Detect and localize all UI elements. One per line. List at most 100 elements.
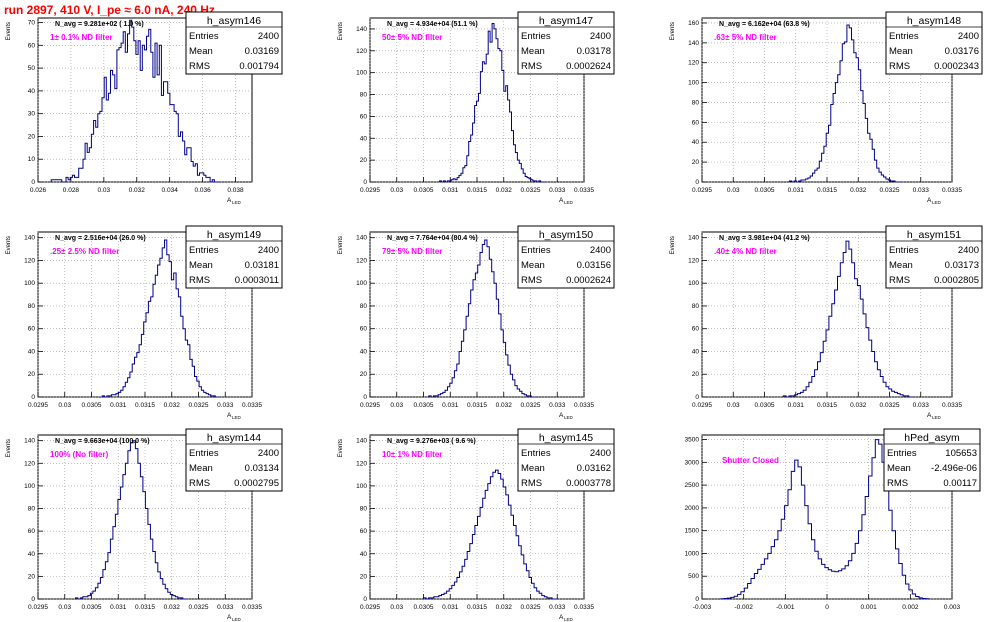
y-tick-label: 120: [24, 257, 35, 264]
stats-value-rms: 0.0002624: [566, 275, 611, 286]
stats-value-rms: 0.0002343: [934, 61, 979, 72]
stats-key-rms: RMS: [189, 61, 210, 72]
x-tick-label: 0.0315: [135, 402, 155, 409]
stats-key-mean: Mean: [521, 463, 545, 474]
y-axis-title: Events: [338, 22, 344, 40]
filter-label: Shutter Closed: [722, 456, 779, 465]
stats-histogram-name: h_asym144: [207, 432, 261, 444]
x-tick-label: 0.002: [902, 604, 919, 611]
stats-key-mean: Mean: [889, 260, 913, 271]
x-tick-label: 0.03: [390, 187, 403, 194]
x-tick-label: 0.032: [129, 187, 146, 194]
histogram-panel-h_asym144: 0.0295 0.03 0.0305 0.031 0.0315 0.032 0.0325 0.…: [6, 428, 283, 622]
x-tick-label: 0.0315: [467, 187, 487, 194]
stats-key-rms: RMS: [521, 478, 542, 489]
y-tick-label: 100: [356, 280, 367, 287]
y-tick-label: 120: [356, 257, 367, 264]
y-axis-title: Events: [6, 236, 12, 254]
y-tick-label: 120: [688, 60, 699, 67]
y-tick-label: 3000: [685, 459, 700, 466]
y-tick-label: 140: [24, 235, 35, 242]
histogram-series: [101, 239, 220, 398]
stats-key-rms: RMS: [521, 61, 542, 72]
run-title: run 2897, 410 V, I_pe ≈ 6.0 nA, 240 Hz: [4, 3, 215, 17]
y-tick-label: 1000: [685, 550, 700, 557]
stats-box: [517, 11, 615, 75]
y-tick-label: 100: [688, 80, 699, 87]
x-axis-title: A: [559, 412, 564, 419]
x-tick-label: 0.0325: [189, 402, 209, 409]
y-axis-title: Events: [6, 22, 12, 40]
stats-value-mean: 0.03162: [577, 463, 611, 474]
y-tick-label: 60: [360, 113, 368, 120]
navg-label: N_avg = 2.516e+04 (26.0 %): [55, 235, 146, 242]
x-tick-label: 0.028: [63, 187, 80, 194]
stats-histogram-name: h_asym145: [539, 432, 593, 444]
y-tick-label: 80: [692, 99, 700, 106]
x-tick-label: 0.032: [496, 187, 513, 194]
x-tick-label: 0.0335: [574, 604, 594, 611]
stats-value-mean: 0.03176: [945, 46, 979, 57]
y-tick-label: 0: [363, 179, 367, 186]
stats-box: [185, 11, 283, 75]
stats-value-entries: 2400: [958, 245, 979, 256]
stats-key-entries: Entries: [521, 448, 551, 459]
x-tick-label: 0.0295: [360, 604, 380, 611]
stats-histogram-name: h_asym148: [907, 15, 961, 27]
stats-box: [885, 225, 983, 289]
x-tick-label: 0.0335: [942, 187, 962, 194]
y-tick-label: 50: [28, 65, 36, 72]
y-axis-title: Events: [6, 439, 12, 457]
y-tick-label: 0: [695, 394, 699, 401]
y-tick-label: 100: [24, 483, 35, 490]
y-tick-label: 120: [688, 257, 699, 264]
y-tick-label: 10: [28, 156, 36, 163]
x-tick-label: 0.031: [788, 187, 805, 194]
x-tick-label: 0.03: [727, 187, 740, 194]
y-axis-title: Events: [670, 22, 676, 40]
stats-value-rms: 0.0002805: [934, 275, 979, 286]
histogram-series: [75, 440, 188, 600]
x-tick-label: 0.033: [549, 604, 566, 611]
y-tick-label: 120: [356, 48, 367, 55]
histogram-series: [789, 24, 902, 183]
x-axis-title-subscript: LED: [932, 415, 942, 420]
x-tick-label: 0.031: [788, 402, 805, 409]
stats-histogram-name: h_asym149: [207, 229, 261, 241]
x-tick-label: 0.033: [549, 402, 566, 409]
histogram-series: [423, 469, 558, 600]
stats-histogram-name: h_asym151: [907, 229, 961, 241]
stats-histogram-name: hPed_asym: [904, 432, 960, 444]
x-tick-label: 0.001: [861, 604, 878, 611]
histogram-panel-h_asym147: 0.0295 0.03 0.0305 0.031 0.0315 0.032 0.0325 0.…: [338, 11, 615, 205]
stats-value-entries: 2400: [590, 245, 611, 256]
y-tick-label: 160: [688, 20, 699, 27]
x-tick-label: 0.034: [162, 187, 179, 194]
filter-label: 50± 5% ND filter: [382, 33, 442, 42]
x-tick-label: 0.0335: [574, 402, 594, 409]
x-tick-label: 0.031: [110, 604, 127, 611]
stats-value-rms: 0.0002795: [234, 478, 279, 489]
y-tick-label: 20: [692, 371, 700, 378]
navg-label: N_avg = 4.934e+04 (51.1 %): [387, 21, 478, 28]
stats-value-mean: 0.03173: [945, 260, 979, 271]
y-tick-label: 2000: [685, 505, 700, 512]
y-tick-label: 120: [356, 460, 367, 467]
histogram-series: [439, 23, 547, 183]
x-tick-label: 0.0325: [880, 187, 900, 194]
y-tick-label: 40: [28, 88, 36, 95]
stats-value-entries: 2400: [258, 31, 279, 42]
x-tick-label: 0.0335: [574, 187, 594, 194]
y-tick-label: 40: [28, 348, 36, 355]
x-tick-label: 0.03: [58, 402, 71, 409]
stats-box: [517, 225, 615, 289]
x-tick-label: 0.032: [496, 604, 513, 611]
x-tick-label: 0.0305: [82, 604, 102, 611]
stats-key-rms: RMS: [521, 275, 542, 286]
y-tick-label: 80: [360, 92, 368, 99]
y-tick-label: 0: [31, 596, 35, 603]
stats-value-mean: -2.496e-06: [931, 463, 977, 474]
x-tick-label: 0.0325: [880, 402, 900, 409]
x-tick-label: 0.033: [217, 402, 234, 409]
y-tick-label: 0: [695, 179, 699, 186]
